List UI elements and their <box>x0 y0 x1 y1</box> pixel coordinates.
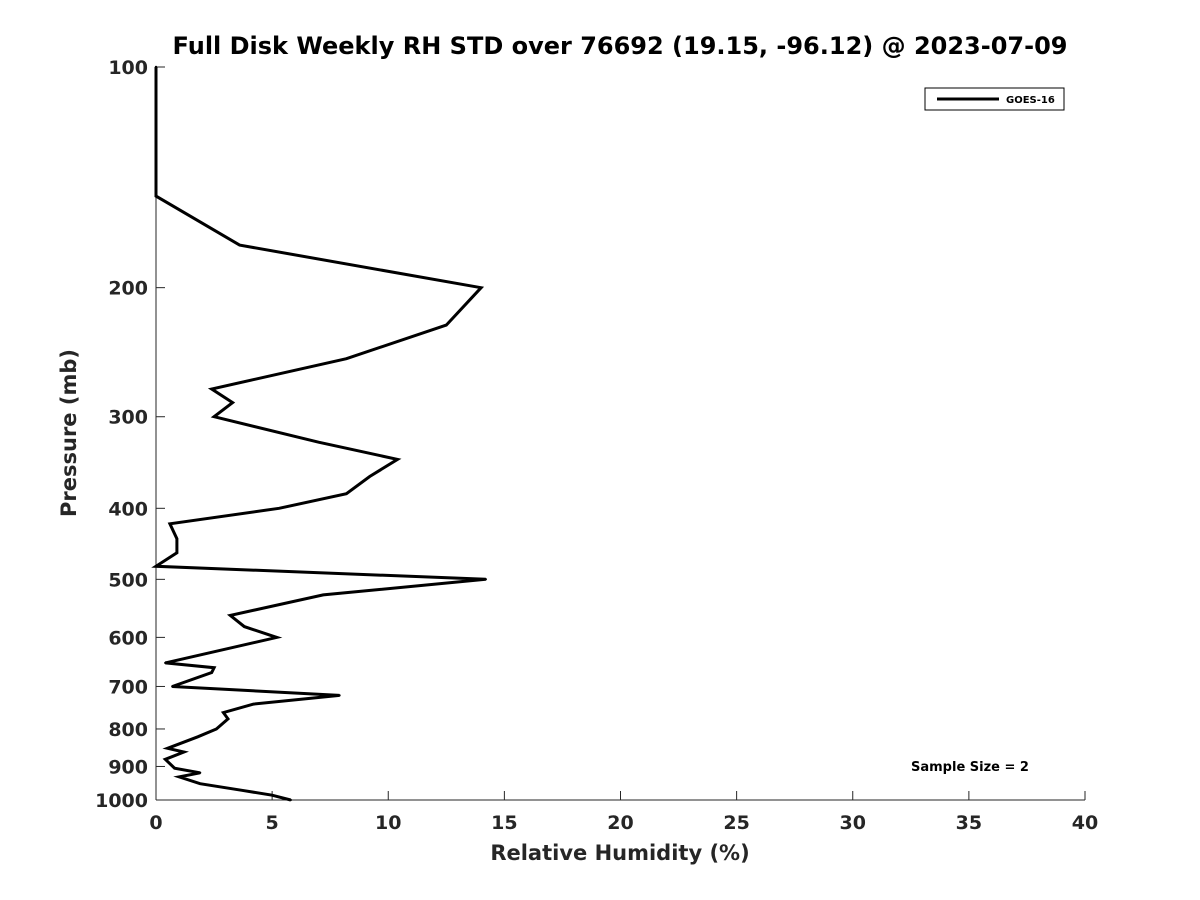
series-point <box>222 711 225 714</box>
x-axis-label: Relative Humidity (%) <box>490 841 749 865</box>
x-tick-label: 10 <box>375 812 401 834</box>
legend: GOES-16 <box>924 87 1065 111</box>
x-tick-label: 35 <box>956 812 982 834</box>
axes-group: 0 5 10 15 20 25 30 35 40 100 200 300 400 500 600 700 800… <box>95 57 1098 834</box>
series-point <box>396 458 399 461</box>
series-point <box>270 794 274 797</box>
series-point <box>215 727 218 731</box>
x-tick-label: 20 <box>607 812 633 834</box>
x-tick-label: 15 <box>491 812 517 834</box>
x-tick-label: 5 <box>266 812 279 834</box>
series-point <box>154 136 158 140</box>
series-point <box>154 565 158 568</box>
series-point <box>229 614 232 617</box>
y-tick-label: 400 <box>108 498 148 520</box>
series-point <box>182 750 186 754</box>
series-point <box>252 702 255 706</box>
series-point <box>338 694 341 697</box>
chart-title: Full Disk Weekly RH STD over 76692 (19.1… <box>173 32 1068 60</box>
series-point <box>226 717 230 721</box>
series-point <box>289 798 292 802</box>
series-point <box>240 789 244 792</box>
series-point <box>445 323 448 327</box>
series-point <box>277 507 281 510</box>
x-tick-label: 0 <box>149 812 162 834</box>
series-point <box>210 387 213 391</box>
series-point <box>484 578 487 581</box>
series-point <box>198 782 202 785</box>
y-tick-label: 300 <box>108 407 148 429</box>
series-point <box>275 636 278 639</box>
series-point <box>345 492 348 495</box>
series-point <box>154 194 158 198</box>
series-point <box>171 685 174 688</box>
y-axis-label: Pressure (mb) <box>57 349 81 517</box>
y-tick-label: 600 <box>108 627 148 649</box>
series-point <box>212 415 216 418</box>
series-point <box>345 357 348 360</box>
series-point <box>175 551 179 554</box>
series-point <box>198 771 202 774</box>
series-point <box>173 767 176 770</box>
series-point <box>178 775 181 779</box>
series-point <box>154 65 158 69</box>
series-point <box>479 286 483 289</box>
y-tick-label: 800 <box>108 719 148 741</box>
y-tick-label: 1000 <box>95 790 148 812</box>
series-point <box>317 441 320 444</box>
series-point <box>166 747 169 750</box>
x-tick-label: 25 <box>723 812 749 834</box>
series-points <box>154 65 487 802</box>
y-tick-label: 900 <box>108 756 148 778</box>
series-point <box>368 475 371 478</box>
series-point <box>164 661 167 665</box>
series-point <box>196 735 199 738</box>
series-point <box>164 758 167 761</box>
series-point <box>243 625 246 628</box>
series-point <box>322 593 325 597</box>
y-tick-label: 500 <box>108 569 148 591</box>
series-point <box>175 537 179 540</box>
y-tick-label: 700 <box>108 676 148 698</box>
x-tick-label: 30 <box>840 812 866 834</box>
series-line-goes16 <box>151 67 486 802</box>
series-point <box>168 522 172 525</box>
series-point <box>210 671 213 674</box>
x-tick-label: 40 <box>1072 812 1098 834</box>
y-tick-label: 200 <box>108 278 148 300</box>
series-point <box>231 401 234 404</box>
series-point <box>238 243 241 247</box>
y-tick-label: 100 <box>108 57 148 79</box>
sample-size-annotation: Sample Size = 2 <box>911 760 1029 775</box>
series-point <box>212 666 216 669</box>
legend-entry-goes16: GOES-16 <box>1006 95 1055 106</box>
